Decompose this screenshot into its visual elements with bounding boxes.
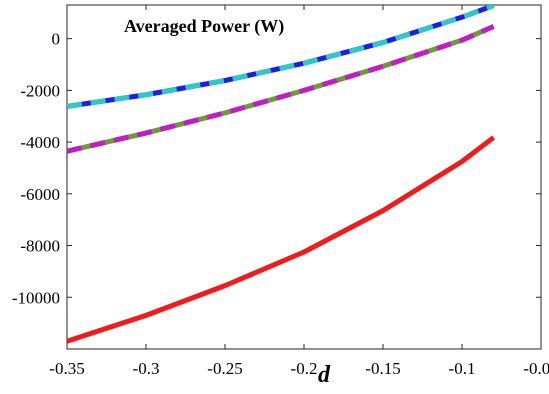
y-tick-label: -6000 [20,185,60,204]
x-tick-label: -0.2 [291,359,318,378]
x-tick-label: -0.35 [49,359,84,378]
y-tick-label: -10000 [12,288,60,307]
y-tick-label: -8000 [20,237,60,256]
x-tick-label: -0.3 [133,359,160,378]
plot-area [67,5,541,349]
x-tick-label: -0.15 [365,359,400,378]
x-tick-label: -0.05 [523,359,549,378]
y-tick-label: 0 [52,30,61,49]
y-tick-label: -2000 [20,81,60,100]
x-tick-label: -0.1 [449,359,476,378]
chart-title: Averaged Power (W) [124,16,284,37]
y-tick-label: -4000 [20,133,60,152]
x-axis-label: d [318,362,331,388]
x-tick-label: -0.25 [207,359,242,378]
